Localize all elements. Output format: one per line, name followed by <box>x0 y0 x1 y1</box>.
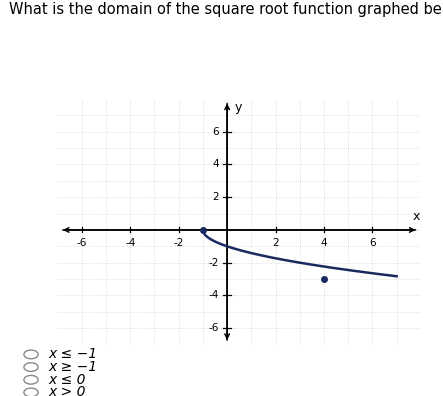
Text: -4: -4 <box>208 290 219 301</box>
Text: -6: -6 <box>208 323 219 333</box>
Text: x ≥ −1: x ≥ −1 <box>49 360 98 374</box>
Text: 2: 2 <box>272 238 279 248</box>
Text: y: y <box>234 101 242 114</box>
Text: What is the domain of the square root function graphed below?: What is the domain of the square root fu… <box>9 2 443 17</box>
Text: 6: 6 <box>369 238 376 248</box>
Text: -6: -6 <box>77 238 87 248</box>
Text: 6: 6 <box>212 127 219 137</box>
Text: -2: -2 <box>208 258 219 268</box>
Text: -2: -2 <box>174 238 184 248</box>
Text: x ≤ 0: x ≤ 0 <box>49 373 86 387</box>
Text: x: x <box>412 210 420 223</box>
Text: 4: 4 <box>321 238 327 248</box>
Text: 4: 4 <box>212 160 219 169</box>
Text: -4: -4 <box>125 238 136 248</box>
Text: x ≤ −1: x ≤ −1 <box>49 347 98 362</box>
Text: 2: 2 <box>212 192 219 202</box>
Text: x > 0: x > 0 <box>49 385 86 396</box>
